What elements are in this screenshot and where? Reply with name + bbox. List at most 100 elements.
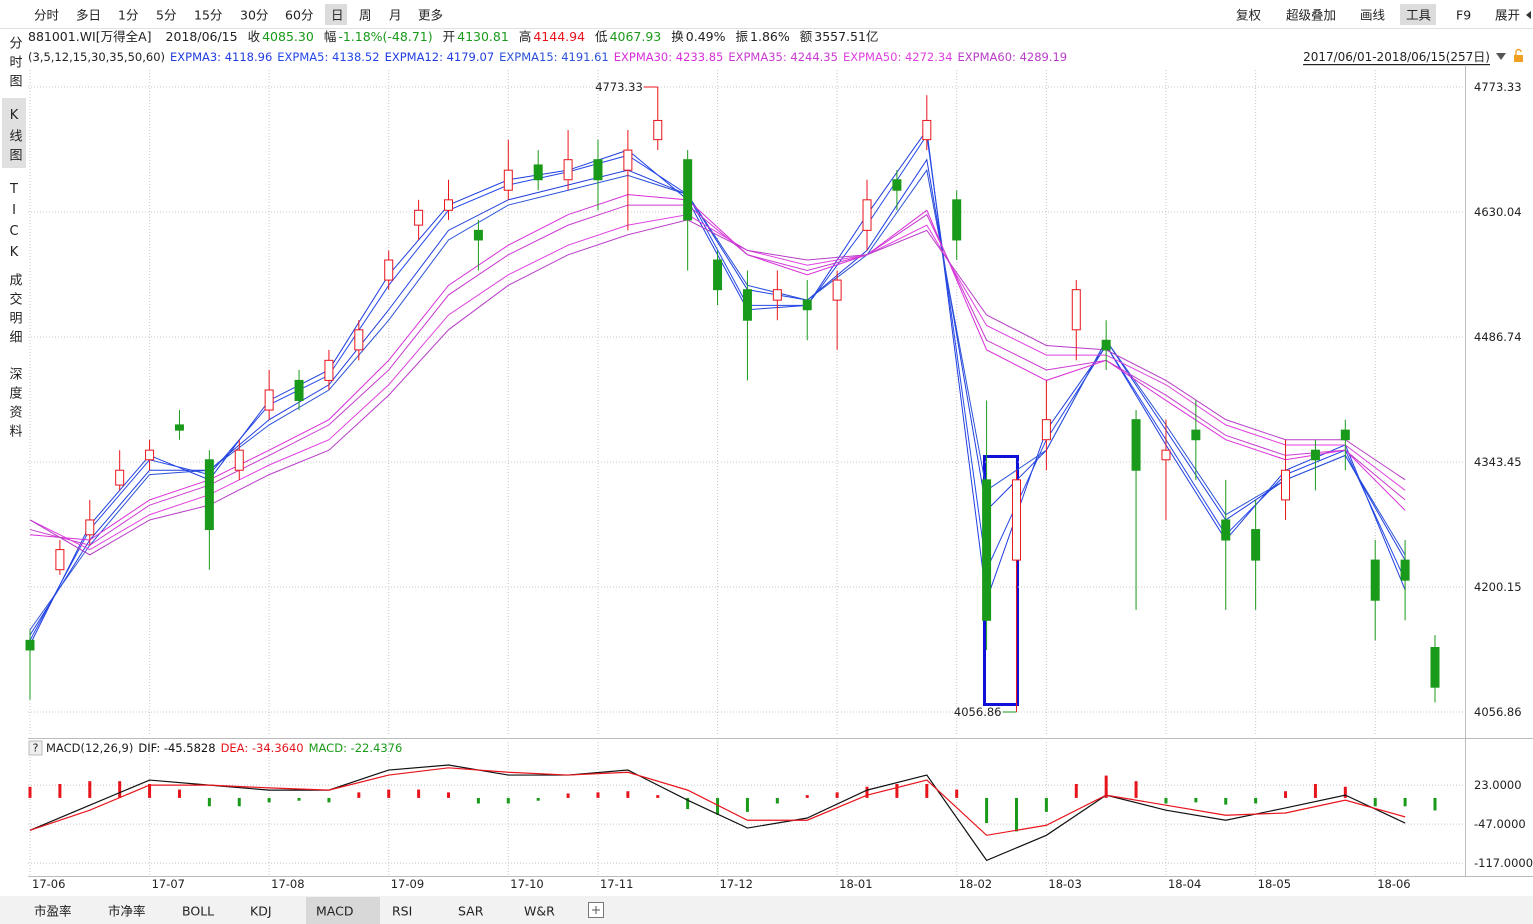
expma-line: [29, 214, 1406, 551]
legend-entry: EXPMA15: 4191.61: [499, 50, 609, 64]
period-tab[interactable]: 日: [331, 8, 344, 23]
tool-button[interactable]: 复权: [1236, 8, 1262, 23]
lock-icon[interactable]: [1514, 55, 1523, 62]
candle-body: [1011, 479, 1021, 561]
macd-bar: [536, 797, 540, 801]
quote-value: 4130.81: [457, 29, 509, 44]
quote-value: 0.49%: [686, 29, 726, 44]
macd-bar: [88, 781, 92, 798]
macd-bar: [1343, 786, 1347, 798]
tool-button[interactable]: F9: [1456, 8, 1471, 23]
macd-legend: MACD(12,26,9) DIF: -45.5828 DEA: -34.3640 M…: [46, 741, 402, 755]
macd-bar: [447, 792, 451, 798]
macd-bar: [267, 797, 271, 803]
macd-bar: [895, 783, 899, 798]
period-tab[interactable]: 1分: [118, 8, 138, 23]
tool-button[interactable]: 画线: [1360, 8, 1386, 23]
macd-bar: [357, 792, 361, 798]
macd-bar: [1373, 797, 1377, 807]
period-tab[interactable]: 周: [359, 8, 372, 23]
tool-button[interactable]: 工具: [1406, 8, 1432, 23]
tool-button[interactable]: 展开: [1495, 8, 1520, 23]
indicator-tab[interactable]: 市净率: [108, 904, 146, 919]
max-annotation: 4773.33: [595, 80, 643, 94]
macd-bar: [745, 797, 749, 812]
indicator-tab[interactable]: BOLL: [182, 904, 214, 919]
candle-body: [444, 199, 454, 211]
period-tab[interactable]: 30分: [240, 8, 268, 23]
macd-bar: [476, 797, 480, 804]
period-tab[interactable]: 分时: [34, 8, 60, 23]
candle-body: [533, 164, 543, 181]
side-tab[interactable]: 成交明细: [7, 273, 23, 349]
macd-bar: [686, 797, 690, 810]
period-tab[interactable]: 多日: [76, 8, 101, 23]
candle-body: [473, 229, 483, 241]
macd-bar: [1403, 797, 1407, 807]
range-label[interactable]: 2017/06/01-2018/06/15(257日): [1303, 50, 1490, 64]
y-tick-label: 4773.33: [1474, 80, 1522, 94]
candle-body: [354, 329, 364, 351]
quote-label: 低: [595, 29, 608, 44]
indicator-tab[interactable]: RSI: [392, 904, 412, 919]
x-tick-label: 17-10: [510, 877, 543, 891]
x-tick-label: 18-03: [1048, 877, 1081, 891]
candle-body: [1400, 559, 1410, 581]
expma-line: [29, 194, 1406, 541]
quote-value: 4067.93: [610, 29, 662, 44]
side-tab[interactable]: TICK: [7, 182, 22, 266]
macd-bar: [1433, 797, 1437, 811]
legend-entry: EXPMA12: 4179.07: [385, 50, 495, 64]
macd-title: MACD(12,26,9): [46, 741, 133, 755]
period-tab[interactable]: 15分: [194, 8, 222, 23]
candle-body: [324, 359, 334, 381]
period-tab[interactable]: 60分: [285, 8, 313, 23]
candle-body: [145, 449, 155, 461]
side-tab[interactable]: 深度资料: [7, 367, 23, 443]
x-tick-label: 18-04: [1168, 877, 1201, 891]
dropdown-icon[interactable]: [1496, 53, 1506, 60]
macd-bar: [775, 797, 779, 804]
indicator-tab[interactable]: 市盈率: [34, 904, 72, 919]
macd-bar: [1284, 791, 1288, 798]
macd-bar: [1224, 797, 1228, 805]
candle-body: [1131, 419, 1141, 471]
side-tab[interactable]: K线图: [7, 108, 23, 167]
candle-body: [1251, 529, 1261, 561]
tool-button[interactable]: 超级叠加: [1286, 8, 1336, 23]
indicator-tab[interactable]: MACD: [316, 904, 353, 919]
expma-line: [29, 133, 1406, 641]
indicator-tab[interactable]: KDJ: [250, 904, 272, 919]
period-tab[interactable]: 5分: [156, 8, 176, 23]
selected-tab-bg: [306, 897, 380, 924]
quote-value: 4144.94: [533, 29, 585, 44]
expma-line: [29, 204, 1406, 546]
macd-bar: [148, 783, 152, 798]
quote-label: 振: [736, 29, 749, 44]
period-tab[interactable]: 月: [389, 8, 402, 23]
period-tab[interactable]: 更多: [418, 8, 443, 23]
macd-bar: [207, 797, 211, 807]
indicator-tab[interactable]: SAR: [458, 904, 484, 919]
macd-bar: [566, 793, 570, 798]
candle-body: [85, 519, 95, 536]
candle-body: [174, 424, 184, 431]
expand-icon[interactable]: [1526, 11, 1531, 19]
expma-line: [29, 158, 1406, 636]
macd-bar: [805, 795, 809, 798]
selected-side-bg: [2, 98, 26, 168]
candle-body: [952, 199, 962, 241]
help-icon[interactable]: ?: [33, 742, 39, 755]
quote-date: 2018/06/15: [166, 29, 238, 44]
macd-line: [29, 767, 1406, 836]
macd-bar: [1134, 781, 1138, 798]
x-tick-label: 18-06: [1377, 877, 1410, 891]
candle-body: [892, 179, 902, 191]
side-tab[interactable]: 分时图: [7, 36, 23, 93]
candle-body: [862, 199, 872, 231]
indicator-tab[interactable]: W&R: [524, 904, 555, 919]
candle-body: [922, 119, 932, 141]
candle-body: [264, 389, 274, 411]
legend-entry: EXPMA50: 4272.34: [843, 50, 953, 64]
